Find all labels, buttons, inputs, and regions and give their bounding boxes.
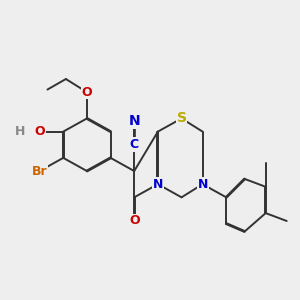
Text: N: N — [197, 178, 208, 191]
Text: H: H — [15, 125, 25, 138]
Text: O: O — [82, 86, 92, 99]
Text: N: N — [153, 178, 163, 191]
Text: N: N — [128, 114, 140, 128]
Text: O: O — [34, 125, 45, 138]
Text: C: C — [130, 138, 139, 151]
Text: O: O — [129, 214, 140, 227]
Text: H: H — [15, 125, 25, 138]
Text: S: S — [176, 112, 187, 125]
Text: Br: Br — [32, 164, 47, 178]
